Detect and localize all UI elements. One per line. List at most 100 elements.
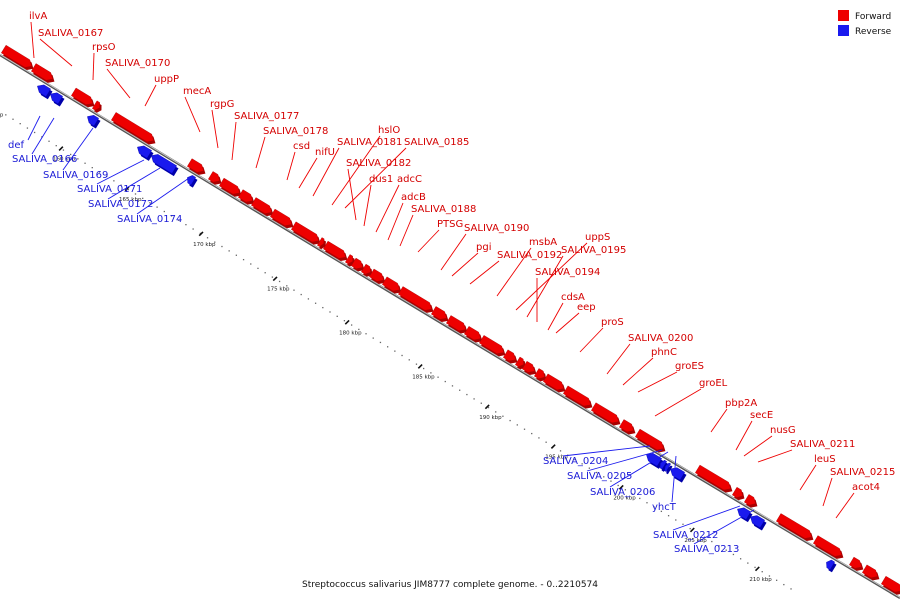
minor-tick: [91, 166, 93, 169]
reverse-gene-label: yhcT: [652, 502, 677, 513]
forward-gene-label: SALIVA_0188: [411, 204, 476, 215]
forward-leader-line: [347, 168, 357, 221]
minor-tick: [41, 136, 43, 138]
minor-tick: [761, 571, 763, 573]
forward-gene-label: leuS: [814, 454, 836, 465]
forward-leader-line: [231, 121, 237, 161]
tick-label: 190 kbp: [479, 415, 502, 421]
genome-backbone-highlight: [0, 54, 900, 598]
minor-tick: [33, 131, 36, 134]
minor-tick: [77, 158, 79, 160]
forward-leader-line: [654, 388, 702, 417]
forward-gene-arrow: [431, 306, 447, 320]
forward-gene-arrow: [238, 189, 253, 203]
minor-tick: [149, 202, 151, 204]
map-caption: Streptococcus salivarius JIM8777 complet…: [302, 580, 598, 590]
tick-label: 205 kbp: [684, 538, 707, 544]
tick-label: 170 kbp: [193, 242, 216, 248]
tick-label: 195 kbp: [545, 455, 568, 461]
reverse-gene-label: SALIVA_0169: [43, 170, 108, 181]
minor-tick: [257, 267, 259, 270]
minor-tick: [725, 549, 727, 551]
minor-tick: [170, 215, 173, 217]
minor-tick: [336, 315, 338, 317]
minor-tick: [646, 502, 648, 504]
reverse-leader-line: [31, 117, 55, 155]
forward-leader-line: [555, 312, 580, 334]
forward-gene-arrow: [515, 356, 524, 367]
minor-tick: [588, 467, 591, 469]
minor-tick: [675, 519, 677, 521]
minor-tick: [595, 471, 598, 474]
reverse-gene-arrow: [50, 92, 63, 105]
minor-tick: [581, 463, 583, 465]
forward-gene-label: secE: [750, 410, 773, 421]
tick-label: 160 kbp: [53, 157, 76, 163]
reverse-gene-arrow: [646, 453, 662, 467]
minor-tick: [365, 333, 367, 335]
reverse-gene-label: def: [8, 140, 25, 151]
forward-gene-arrow: [323, 240, 346, 259]
reverse-gene-label: SALIVA_0166: [12, 154, 77, 165]
forward-gene-arrow: [251, 197, 272, 214]
forward-gene-label: SALIVA_0211: [790, 439, 855, 450]
reverse-gene-label: SALIVA_0205: [567, 471, 632, 482]
forward-gene-arrow: [732, 486, 743, 498]
tick-label: 180 kbp: [339, 330, 362, 336]
minor-tick: [401, 354, 403, 357]
forward-gene-arrow: [563, 385, 591, 407]
minor-tick: [134, 193, 137, 195]
forward-gene-label: SALIVA_0185: [404, 137, 469, 148]
reverse-leader-line: [693, 509, 755, 545]
tick-label: 200 kbp: [613, 495, 636, 501]
minor-tick: [379, 341, 382, 344]
forward-leader-line: [835, 492, 855, 519]
forward-gene-label: rgpG: [210, 99, 234, 110]
forward-gene-arrow: [635, 428, 664, 451]
forward-leader-line: [298, 157, 318, 189]
minor-tick: [617, 484, 619, 487]
forward-gene-arrow: [111, 112, 154, 143]
forward-gene-label: phnC: [651, 347, 677, 358]
reverse-leader-line: [96, 159, 145, 185]
forward-leader-line: [39, 38, 73, 67]
minor-tick: [250, 263, 252, 265]
forward-gene-label: mecA: [183, 86, 211, 97]
minor-tick: [603, 476, 605, 478]
minor-tick: [84, 162, 86, 164]
minor-tick: [235, 254, 238, 256]
forward-gene-arrow: [398, 286, 432, 311]
minor-tick: [682, 523, 684, 525]
forward-leader-line: [363, 184, 372, 227]
minor-tick: [242, 258, 245, 261]
reverse-gene-arrow: [670, 467, 685, 481]
forward-gene-arrow: [361, 263, 371, 275]
forward-gene-arrow: [31, 63, 53, 81]
forward-gene-arrow: [849, 556, 862, 569]
minor-tick: [286, 285, 288, 287]
forward-gene-arrow: [534, 368, 545, 380]
minor-tick: [423, 367, 425, 370]
reverse-leader-line: [27, 115, 41, 141]
forward-gene-label: csd: [293, 141, 310, 152]
minor-tick: [689, 527, 691, 530]
minor-tick: [5, 114, 7, 116]
minor-tick: [747, 562, 749, 564]
reverse-gene-arrow: [826, 559, 835, 570]
forward-leader-line: [526, 255, 564, 318]
forward-gene-label: groES: [675, 361, 704, 372]
forward-gene-arrow: [695, 464, 731, 491]
minor-tick: [199, 232, 201, 235]
forward-gene-label: rpsO: [92, 42, 116, 53]
forward-leader-line: [255, 136, 266, 169]
forward-leader-line: [496, 247, 532, 297]
reverse-gene-arrow: [664, 462, 671, 472]
forward-gene-label: SALIVA_0177: [234, 111, 299, 122]
forward-leader-line: [331, 135, 381, 206]
forward-gene-label: pgi: [476, 242, 491, 253]
forward-gene-label: hslO: [378, 125, 400, 136]
forward-leader-line: [375, 184, 400, 233]
minor-tick: [444, 380, 446, 383]
forward-gene-label: adcC: [397, 174, 422, 185]
